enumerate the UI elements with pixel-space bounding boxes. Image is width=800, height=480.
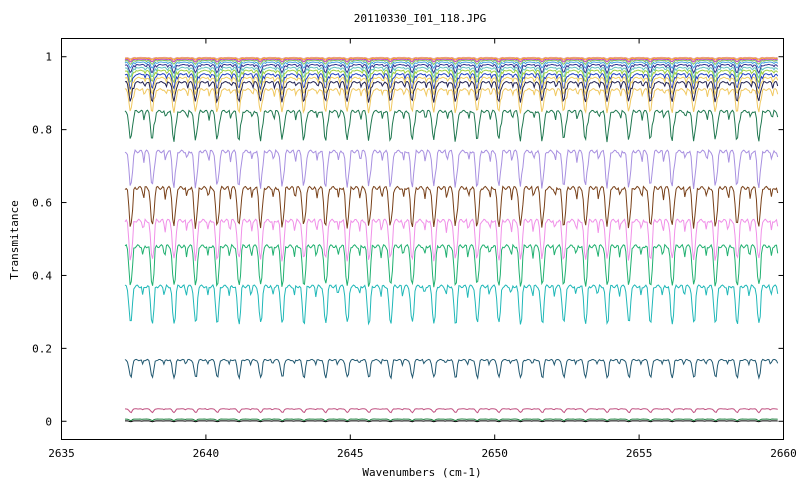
series-line	[124, 58, 778, 63]
x-tick-label: 2645	[337, 447, 364, 460]
y-axis-label: Transmitance	[8, 200, 21, 279]
x-tick-label: 2655	[626, 447, 653, 460]
series-line	[124, 80, 779, 104]
series-line	[124, 59, 778, 66]
series-line	[124, 283, 779, 326]
series-line	[125, 420, 778, 423]
series-line	[124, 72, 779, 92]
series-line	[124, 61, 779, 70]
x-axis-label: Wavenumbers (cm-1)	[362, 466, 481, 479]
x-tick-label: 2640	[193, 447, 220, 460]
series-line	[124, 69, 779, 85]
y-tick-label: 0.6	[32, 197, 52, 210]
y-tick-label: 0.2	[32, 342, 52, 355]
series-line	[124, 358, 779, 381]
series-line	[124, 76, 779, 97]
y-tick-label: 1	[45, 51, 52, 64]
series-line	[124, 218, 779, 262]
series-line	[124, 63, 779, 75]
series-line	[125, 418, 778, 422]
x-tick-label: 2650	[481, 447, 508, 460]
plot-frame	[61, 38, 784, 440]
series-line	[124, 87, 779, 115]
series-line	[124, 243, 779, 288]
y-tick-label: 0.8	[32, 124, 52, 137]
series-line	[124, 408, 778, 414]
series-line	[125, 66, 779, 80]
x-tick-label: 2635	[48, 447, 75, 460]
chart-title: 20110330_I01_118.JPG	[354, 12, 486, 25]
y-tick-label: 0.4	[32, 269, 52, 282]
series-line	[124, 109, 779, 143]
series-group	[124, 56, 779, 423]
y-tick-label: 0	[45, 415, 52, 428]
series-line	[124, 185, 779, 229]
y-axis: 0 0.2 0.4 0.6 0.8 1	[32, 51, 784, 428]
x-tick-label: 2660	[770, 447, 797, 460]
series-line	[125, 56, 778, 60]
series-line	[124, 148, 779, 190]
series-line	[124, 57, 778, 61]
x-axis: 2635 2640 2645 2650 2655 2660	[48, 38, 797, 460]
